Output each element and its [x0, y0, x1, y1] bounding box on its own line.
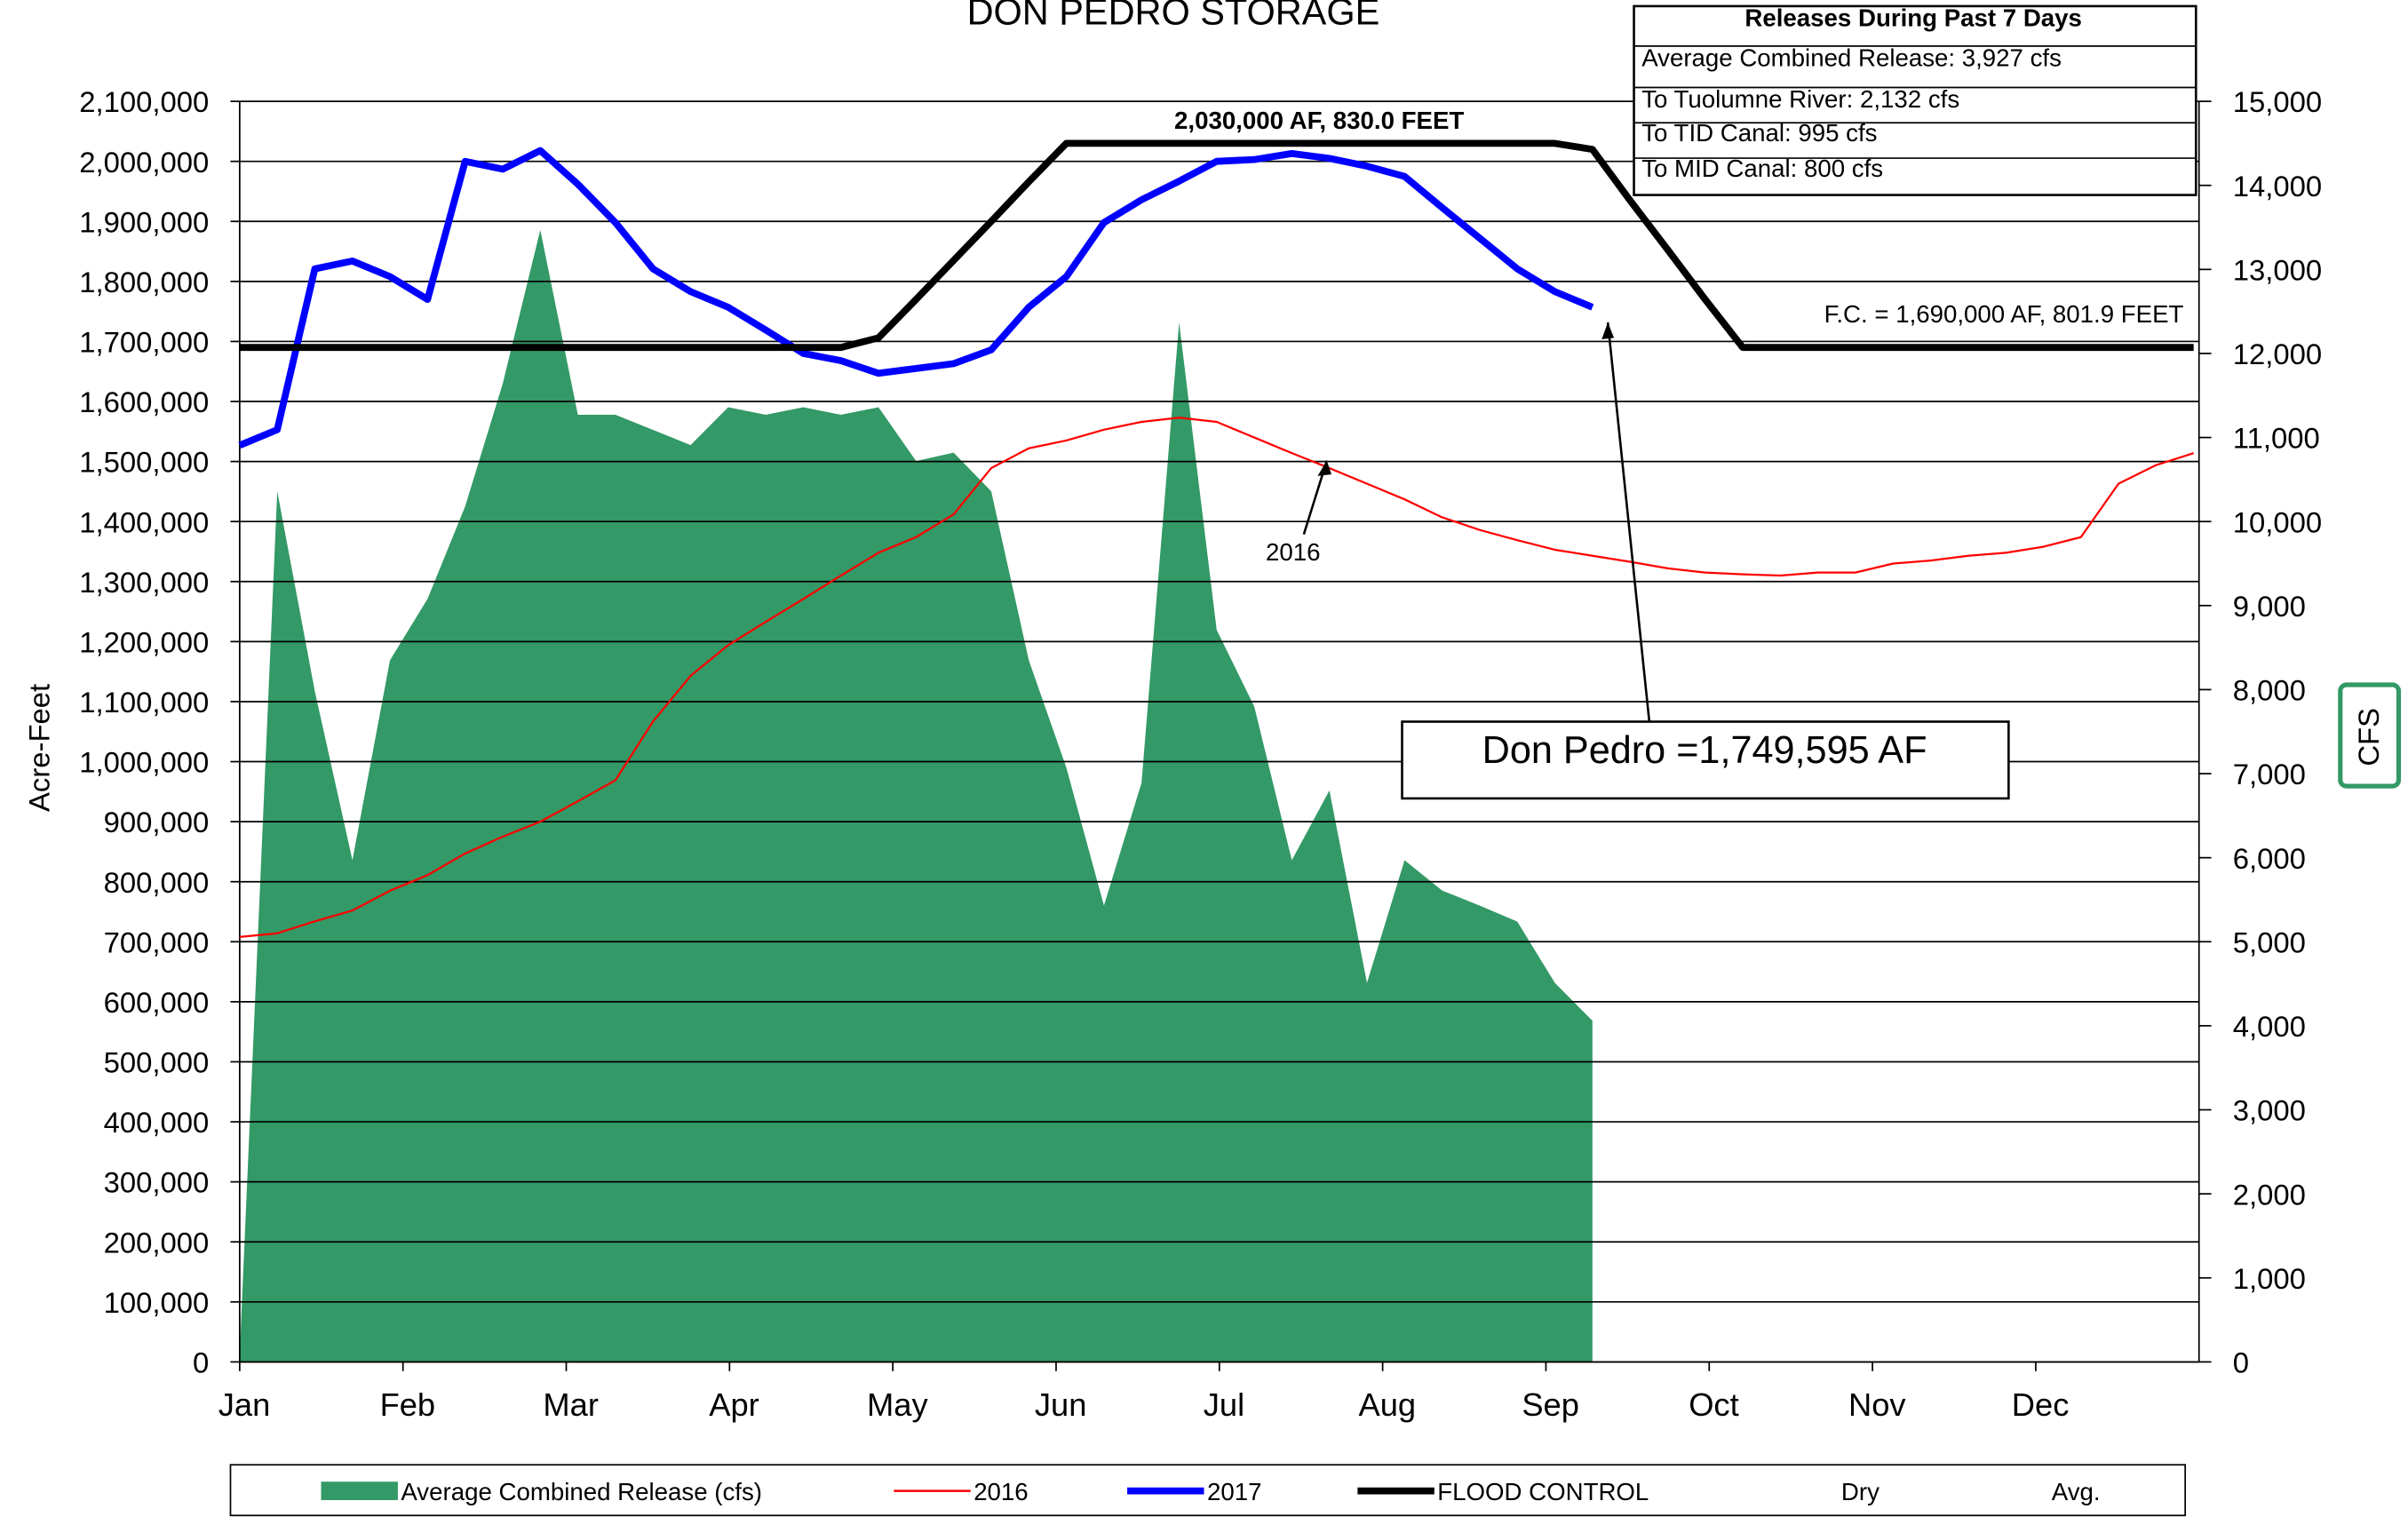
y2-tick-label: 8,000 [2233, 674, 2306, 707]
y2-tick-label: 2,000 [2233, 1178, 2306, 1211]
y-tick-label: 600,000 [104, 986, 210, 1019]
y2-tick-label: 11,000 [2233, 422, 2320, 455]
info-box: Releases During Past 7 Days Average Comb… [1633, 4, 2197, 196]
x-tick-label: May [867, 1386, 928, 1423]
x-tick-label: Sep [1522, 1386, 1579, 1423]
y-tick-label: 1,000,000 [79, 746, 209, 779]
y2-tick-label: 9,000 [2233, 590, 2306, 623]
y-tick-label: 1,100,000 [79, 686, 209, 719]
series-line [239, 417, 2195, 939]
arrow-head [1317, 460, 1331, 476]
info-box-line: To MID Canal: 800 cfs [1641, 155, 1883, 182]
legend-label: 2017 [1207, 1478, 1262, 1505]
callout-text: Don Pedro =1,749,595 AF [1482, 729, 1927, 772]
annotation: F.C. = 1,690,000 AF, 801.9 FEET [1824, 300, 2184, 328]
x-tick-label: Apr [709, 1386, 759, 1423]
release-area [239, 229, 1593, 1362]
y2-label-box [2338, 682, 2402, 789]
info-box-line: To Tuolumne River: 2,132 cfs [1641, 85, 1959, 113]
plot-area: 0 100,000 200,000 300,000 400,000 500,000 600,… [79, 85, 2322, 1423]
y2-axis-label: CFS [2352, 708, 2385, 766]
series-line [239, 139, 2194, 352]
info-box-line: To TID Canal: 995 cfs [1641, 119, 1877, 147]
y2-tick-label: 7,000 [2233, 758, 2306, 790]
y2-tick-label: 3,000 [2233, 1094, 2306, 1127]
y-tick-label: 800,000 [104, 866, 210, 899]
legend-label: 2016 [974, 1478, 1029, 1505]
info-box-title: Releases During Past 7 Days [1744, 4, 2081, 31]
x-tick-label: Dec [2012, 1386, 2070, 1423]
x-tick-label: Jun [1035, 1386, 1087, 1423]
y2-tick-label: 10,000 [2233, 505, 2322, 538]
y2-tick-label: 4,000 [2233, 1010, 2306, 1043]
arrow-head [1601, 322, 1615, 340]
x-tick-label: Feb [380, 1386, 436, 1423]
x-tick-label: Nov [1848, 1386, 1906, 1423]
annotations: 2,030,000 AF, 830.0 FEET F.C. = 1,690,00… [1174, 107, 2184, 800]
y-tick-label: 1,900,000 [79, 205, 209, 238]
y-tick-label: 300,000 [104, 1166, 210, 1199]
y2-tick-label: 6,000 [2233, 842, 2306, 875]
y-axis-label: Acre-Feet [22, 684, 55, 812]
legend-label: Average Combined Release (cfs) [401, 1478, 762, 1505]
line-layer [238, 139, 2195, 939]
y2-tick-label: 14,000 [2233, 170, 2322, 203]
y2-tick-label: 1,000 [2233, 1262, 2306, 1295]
y-tick-label: 500,000 [104, 1046, 210, 1079]
annotation: 2016 [1266, 538, 1321, 566]
annotation-arrow [1606, 322, 1651, 722]
annotation: 2,030,000 AF, 830.0 FEET [1174, 107, 1464, 134]
legend-swatch [321, 1481, 398, 1500]
legend-label: Dry [1841, 1478, 1880, 1505]
y2-tick-label: 13,000 [2233, 253, 2322, 286]
y2-tick-label: 0 [2233, 1346, 2249, 1378]
x-tick-label: Aug [1358, 1386, 1416, 1423]
info-box-frame [1633, 4, 2197, 196]
legend-frame [229, 1464, 2187, 1517]
y2-tick-label: 12,000 [2233, 338, 2322, 370]
y2-tick-label: 15,000 [2233, 85, 2322, 118]
chart-title: DON PEDRO STORAGE [967, 0, 1380, 33]
y-tick-label: 700,000 [104, 925, 210, 958]
y-tick-label: 1,800,000 [79, 266, 209, 298]
y-tick-label: 1,500,000 [79, 446, 209, 479]
legend-label: FLOOD CONTROL [1437, 1478, 1649, 1505]
series-layer [239, 229, 1593, 1362]
y2-tick-label: 5,000 [2233, 925, 2306, 958]
callout-box [1401, 720, 2010, 800]
legend: Average Combined Release (cfs) 2016 2017 FL… [229, 1464, 2187, 1517]
x-tick-label: Jul [1204, 1386, 1244, 1423]
x-tick-label: Jan [219, 1386, 271, 1423]
y-tick-label: 400,000 [104, 1106, 210, 1139]
y-tick-label: 1,600,000 [79, 385, 209, 418]
x-tick-label: Mar [543, 1386, 599, 1423]
y-tick-label: 0 [193, 1346, 209, 1378]
legend-label: Avg. [2052, 1478, 2101, 1505]
y-tick-label: 200,000 [104, 1226, 210, 1259]
y-tick-label: 2,100,000 [79, 85, 209, 118]
y-tick-label: 1,400,000 [79, 505, 209, 538]
info-box-line: Average Combined Release: 3,927 cfs [1641, 44, 2062, 71]
y-tick-label: 1,700,000 [79, 326, 209, 359]
series-line [238, 147, 1594, 449]
y-tick-label: 100,000 [104, 1286, 210, 1319]
y-tick-label: 1,300,000 [79, 566, 209, 599]
y-tick-label: 900,000 [104, 806, 210, 838]
x-tick-label: Oct [1689, 1386, 1738, 1423]
y-tick-label: 1,200,000 [79, 625, 209, 658]
y-tick-label: 2,000,000 [79, 146, 209, 179]
